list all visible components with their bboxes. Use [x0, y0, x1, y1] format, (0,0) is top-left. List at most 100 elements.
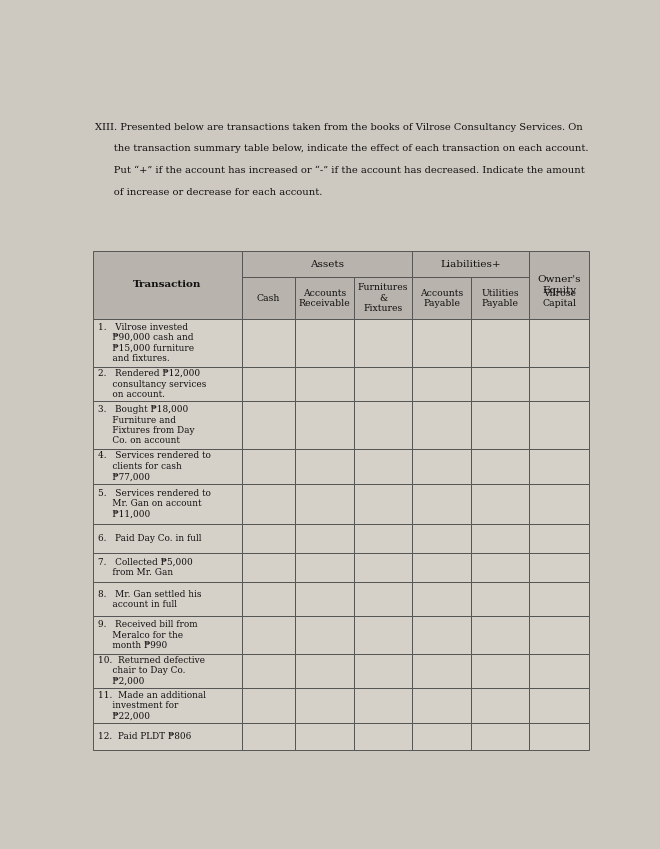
Bar: [412, 278, 471, 319]
Bar: [295, 582, 354, 616]
Bar: [295, 484, 354, 524]
Bar: [295, 689, 354, 722]
Bar: [295, 402, 354, 449]
Bar: [354, 616, 412, 654]
Text: Utilities
Payable: Utilities Payable: [481, 289, 519, 308]
Bar: [354, 278, 412, 319]
Bar: [412, 553, 471, 582]
Bar: [354, 654, 412, 689]
Bar: [295, 616, 354, 654]
Bar: [242, 524, 295, 553]
Bar: [92, 402, 242, 449]
Bar: [295, 278, 354, 319]
Text: Furnitures
&
Fixtures: Furnitures & Fixtures: [358, 284, 409, 313]
Bar: [92, 367, 242, 402]
Text: 8.   Mr. Gan settled his
     account in full: 8. Mr. Gan settled his account in full: [98, 589, 201, 609]
Bar: [529, 524, 589, 553]
Text: 4.   Services rendered to
     clients for cash
     ₱77,000: 4. Services rendered to clients for cash…: [98, 452, 211, 481]
Bar: [295, 367, 354, 402]
Bar: [529, 582, 589, 616]
Bar: [92, 319, 242, 367]
Bar: [471, 524, 529, 553]
Bar: [354, 722, 412, 751]
Bar: [529, 484, 589, 524]
Bar: [295, 722, 354, 751]
Bar: [529, 553, 589, 582]
Bar: [92, 582, 242, 616]
Text: Accounts
Receivable: Accounts Receivable: [298, 289, 350, 308]
Bar: [354, 524, 412, 553]
Text: the transaction summary table below, indicate the effect of each transaction on : the transaction summary table below, ind…: [95, 144, 589, 154]
Bar: [242, 484, 295, 524]
Bar: [92, 654, 242, 689]
Bar: [529, 616, 589, 654]
Bar: [242, 449, 295, 484]
Bar: [529, 319, 589, 367]
Text: 12.  Paid PLDT ₱806: 12. Paid PLDT ₱806: [98, 732, 191, 741]
Bar: [295, 654, 354, 689]
Text: of increase or decrease for each account.: of increase or decrease for each account…: [95, 188, 323, 196]
Text: 1.   Vilrose invested
     ₱90,000 cash and
     ₱15,000 furniture
     and fixt: 1. Vilrose invested ₱90,000 cash and ₱15…: [98, 323, 194, 363]
Text: 11.  Made an additional
     investment for
     ₱22,000: 11. Made an additional investment for ₱2…: [98, 690, 206, 721]
Bar: [242, 654, 295, 689]
Bar: [295, 319, 354, 367]
Text: Put “+” if the account has increased or “-” if the account has decreased. Indica: Put “+” if the account has increased or …: [95, 166, 585, 175]
Bar: [412, 449, 471, 484]
Bar: [471, 484, 529, 524]
Text: Vilrose
Capital: Vilrose Capital: [542, 289, 576, 308]
Bar: [242, 402, 295, 449]
Bar: [412, 524, 471, 553]
Bar: [354, 582, 412, 616]
Bar: [92, 553, 242, 582]
Bar: [242, 689, 295, 722]
Bar: [354, 402, 412, 449]
Text: 7.   Collected ₱5,000
     from Mr. Gan: 7. Collected ₱5,000 from Mr. Gan: [98, 558, 193, 577]
Text: Owner's
Equity: Owner's Equity: [537, 275, 581, 295]
Bar: [92, 689, 242, 722]
Text: Transaction: Transaction: [133, 280, 201, 290]
Bar: [412, 319, 471, 367]
Bar: [471, 278, 529, 319]
Bar: [529, 654, 589, 689]
Text: 5.   Services rendered to
     Mr. Gan on account
     ₱11,000: 5. Services rendered to Mr. Gan on accou…: [98, 489, 211, 519]
Bar: [412, 402, 471, 449]
Text: XIII. Presented below are transactions taken from the books of Vilrose Consultan: XIII. Presented below are transactions t…: [95, 123, 583, 132]
Bar: [295, 553, 354, 582]
Bar: [529, 367, 589, 402]
Bar: [471, 616, 529, 654]
Text: 3.   Bought ₱18,000
     Furniture and
     Fixtures from Day
     Co. on accoun: 3. Bought ₱18,000 Furniture and Fixtures…: [98, 405, 194, 446]
Bar: [412, 616, 471, 654]
Bar: [354, 484, 412, 524]
Text: 6.   Paid Day Co. in full: 6. Paid Day Co. in full: [98, 534, 201, 543]
Bar: [354, 689, 412, 722]
Bar: [412, 654, 471, 689]
Text: Liabilities+: Liabilities+: [440, 260, 501, 269]
Bar: [529, 722, 589, 751]
Text: 2.   Rendered ₱12,000
     consultancy services
     on account.: 2. Rendered ₱12,000 consultancy services…: [98, 369, 206, 399]
Bar: [354, 553, 412, 582]
Text: 9.   Received bill from
     Meralco for the
     month ₱990: 9. Received bill from Meralco for the mo…: [98, 620, 197, 650]
Bar: [412, 582, 471, 616]
Text: Cash: Cash: [257, 294, 280, 303]
Bar: [92, 616, 242, 654]
Bar: [412, 251, 529, 278]
Bar: [412, 722, 471, 751]
Text: Accounts
Payable: Accounts Payable: [420, 289, 463, 308]
Bar: [92, 251, 242, 319]
Bar: [412, 367, 471, 402]
Bar: [529, 449, 589, 484]
Bar: [471, 449, 529, 484]
Bar: [242, 319, 295, 367]
Bar: [242, 278, 295, 319]
Bar: [242, 722, 295, 751]
Bar: [354, 449, 412, 484]
Bar: [295, 449, 354, 484]
Bar: [471, 689, 529, 722]
Bar: [242, 616, 295, 654]
Bar: [471, 582, 529, 616]
Text: Assets: Assets: [310, 260, 344, 269]
Bar: [92, 484, 242, 524]
Text: 10.  Returned defective
     chair to Day Co.
     ₱2,000: 10. Returned defective chair to Day Co. …: [98, 656, 205, 686]
Bar: [412, 484, 471, 524]
Bar: [242, 582, 295, 616]
